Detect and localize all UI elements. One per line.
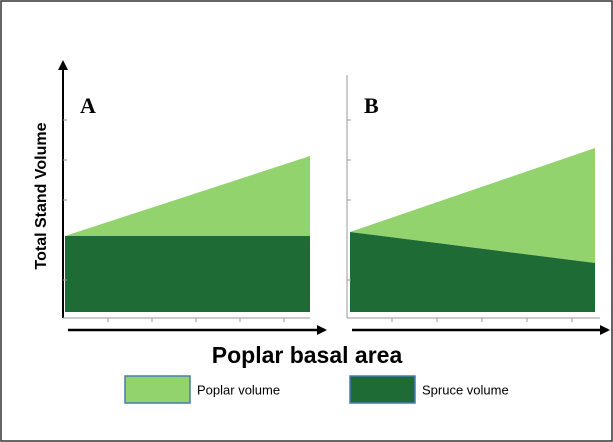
poplar-area bbox=[350, 148, 595, 263]
legend-swatch bbox=[349, 375, 416, 404]
legend-label: Spruce volume bbox=[422, 382, 509, 397]
legend: Poplar volume Spruce volume bbox=[124, 375, 509, 404]
legend-label: Poplar volume bbox=[197, 382, 280, 397]
spruce-area bbox=[350, 232, 595, 312]
ticks bbox=[63, 119, 285, 322]
spruce-area bbox=[65, 236, 310, 312]
panel-label: B bbox=[364, 93, 379, 118]
panel-a: A bbox=[58, 60, 327, 335]
panel-label: A bbox=[80, 93, 96, 118]
legend-swatch bbox=[124, 375, 191, 404]
poplar-area bbox=[65, 156, 310, 236]
y-axis-label: Total Stand Volume bbox=[33, 122, 50, 269]
ticks bbox=[347, 119, 573, 322]
panel-b: B bbox=[346, 75, 610, 335]
x-axis-label: Poplar basal area bbox=[212, 342, 403, 368]
